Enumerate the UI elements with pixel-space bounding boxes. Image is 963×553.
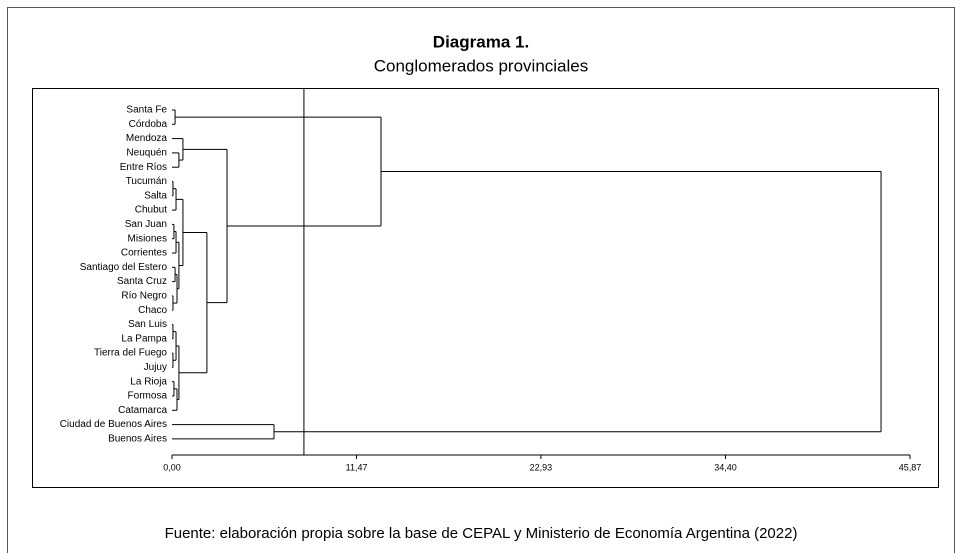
chart-subtitle: Conglomerados provinciales xyxy=(374,56,589,75)
leaf-label: Catamarca xyxy=(118,405,167,416)
plot-frame xyxy=(32,88,939,488)
leaf-label: Buenos Aires xyxy=(108,434,167,445)
x-tick-label: 0,00 xyxy=(163,462,181,472)
x-tick-label: 34,40 xyxy=(714,462,737,472)
x-tick-label: 45,87 xyxy=(899,462,922,472)
leaf-label: Santa Fe xyxy=(126,105,167,116)
leaf-label: Córdoba xyxy=(129,119,168,130)
leaf-label: Ciudad de Buenos Aires xyxy=(60,419,167,430)
leaf-label: La Pampa xyxy=(121,333,167,344)
leaf-label: Salta xyxy=(144,190,167,201)
outer-frame xyxy=(7,7,955,553)
source-note: Fuente: elaboración propia sobre la base… xyxy=(165,525,798,542)
x-tick-label: 11,47 xyxy=(346,462,368,472)
leaf-label: Jujuy xyxy=(144,362,167,373)
leaf-label: Santiago del Estero xyxy=(80,262,168,273)
leaf-label: Entre Ríos xyxy=(120,162,167,173)
leaf-label: San Luis xyxy=(128,319,167,330)
leaf-label: La Rioja xyxy=(130,376,167,387)
leaf-label: Río Negro xyxy=(121,291,167,302)
leaf-label: Mendoza xyxy=(126,133,168,144)
chart-title: Diagrama 1. xyxy=(433,32,529,51)
leaf-label: Formosa xyxy=(128,391,168,402)
leaf-label: Tierra del Fuego xyxy=(94,348,167,359)
leaf-label: Tucumán xyxy=(126,176,167,187)
x-tick-label: 22,93 xyxy=(530,462,553,472)
leaf-label: Santa Cruz xyxy=(117,276,167,287)
leaf-label: Chaco xyxy=(138,305,167,316)
leaf-label: Corrientes xyxy=(121,248,167,259)
leaf-label: Neuquén xyxy=(126,148,167,159)
leaf-label: San Juan xyxy=(125,219,167,230)
leaf-label: Misiones xyxy=(128,233,167,244)
leaf-label: Chubut xyxy=(135,205,167,216)
